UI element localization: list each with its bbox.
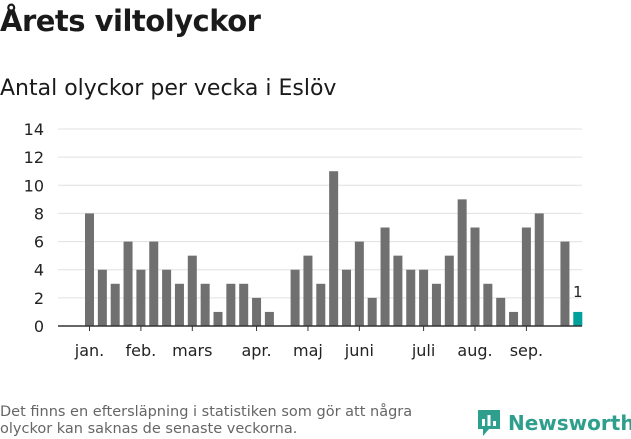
x-tick-label: mars [172, 341, 212, 360]
bar [470, 227, 480, 326]
chart-title: Årets viltolyckor [0, 4, 261, 38]
bar [187, 255, 197, 326]
bar [419, 269, 429, 326]
bar [534, 213, 544, 326]
bar [97, 269, 107, 326]
bar [457, 199, 467, 326]
bar [303, 255, 313, 326]
y-tick-label: 10 [24, 176, 44, 195]
x-tick-label: sep. [510, 341, 543, 360]
x-tick-label: maj [293, 341, 323, 360]
bar [213, 311, 223, 326]
chart-subtitle: Antal olyckor per vecka i Eslöv [0, 76, 337, 101]
bar [521, 227, 531, 326]
x-tick-label: apr. [241, 341, 271, 360]
bar [509, 311, 519, 326]
y-tick-label: 14 [24, 120, 44, 139]
bar-chart: 0 2 4 6 8 10 12 14 1 jan. feb. mars apr. maj juni jul… [24, 120, 583, 360]
bar [354, 241, 364, 326]
bar [329, 171, 339, 326]
y-tick-label: 6 [34, 233, 44, 252]
y-tick-label: 12 [24, 148, 44, 167]
bar [316, 283, 326, 326]
bar [174, 283, 184, 326]
footnote: Det finns en eftersläpning i statistiken… [0, 404, 413, 437]
bar [380, 227, 390, 326]
bar [123, 241, 133, 326]
bar [342, 269, 351, 326]
data-label: 1 [573, 283, 583, 301]
y-tick-label: 0 [34, 317, 44, 336]
bar [149, 241, 159, 326]
bar [367, 297, 377, 326]
bar [239, 283, 249, 326]
y-tick-label: 2 [34, 289, 44, 308]
bar [110, 283, 120, 326]
x-tick-label: feb. [126, 341, 157, 360]
bar [252, 297, 262, 326]
bar-highlight [573, 311, 583, 326]
bar [444, 255, 454, 326]
brand-logo[interactable]: Newsworthy [476, 408, 631, 438]
bar [393, 255, 403, 326]
bar [290, 269, 300, 326]
brand-name: Newsworthy [508, 411, 631, 435]
y-axis-ticks: 0 2 4 6 8 10 12 14 [24, 120, 44, 336]
bar [162, 269, 172, 326]
x-axis-ticks: jan. feb. mars apr. maj juni juli aug. sep. [58, 325, 582, 360]
bar [264, 311, 274, 326]
bars: 1 [85, 171, 583, 326]
x-tick-label: juni [344, 341, 374, 360]
bar [200, 283, 210, 326]
bar [136, 269, 146, 326]
bar [431, 283, 441, 326]
x-tick-label: juli [411, 341, 435, 360]
newsworthy-logo-icon [478, 410, 500, 436]
y-tick-label: 8 [34, 204, 44, 223]
bar [483, 283, 493, 326]
bar [406, 269, 416, 326]
bar [560, 241, 570, 326]
bar [496, 297, 506, 326]
bar [85, 213, 94, 326]
x-tick-label: jan. [74, 341, 104, 360]
y-tick-label: 4 [34, 261, 44, 280]
x-tick-label: aug. [457, 341, 492, 360]
bar [226, 283, 236, 326]
